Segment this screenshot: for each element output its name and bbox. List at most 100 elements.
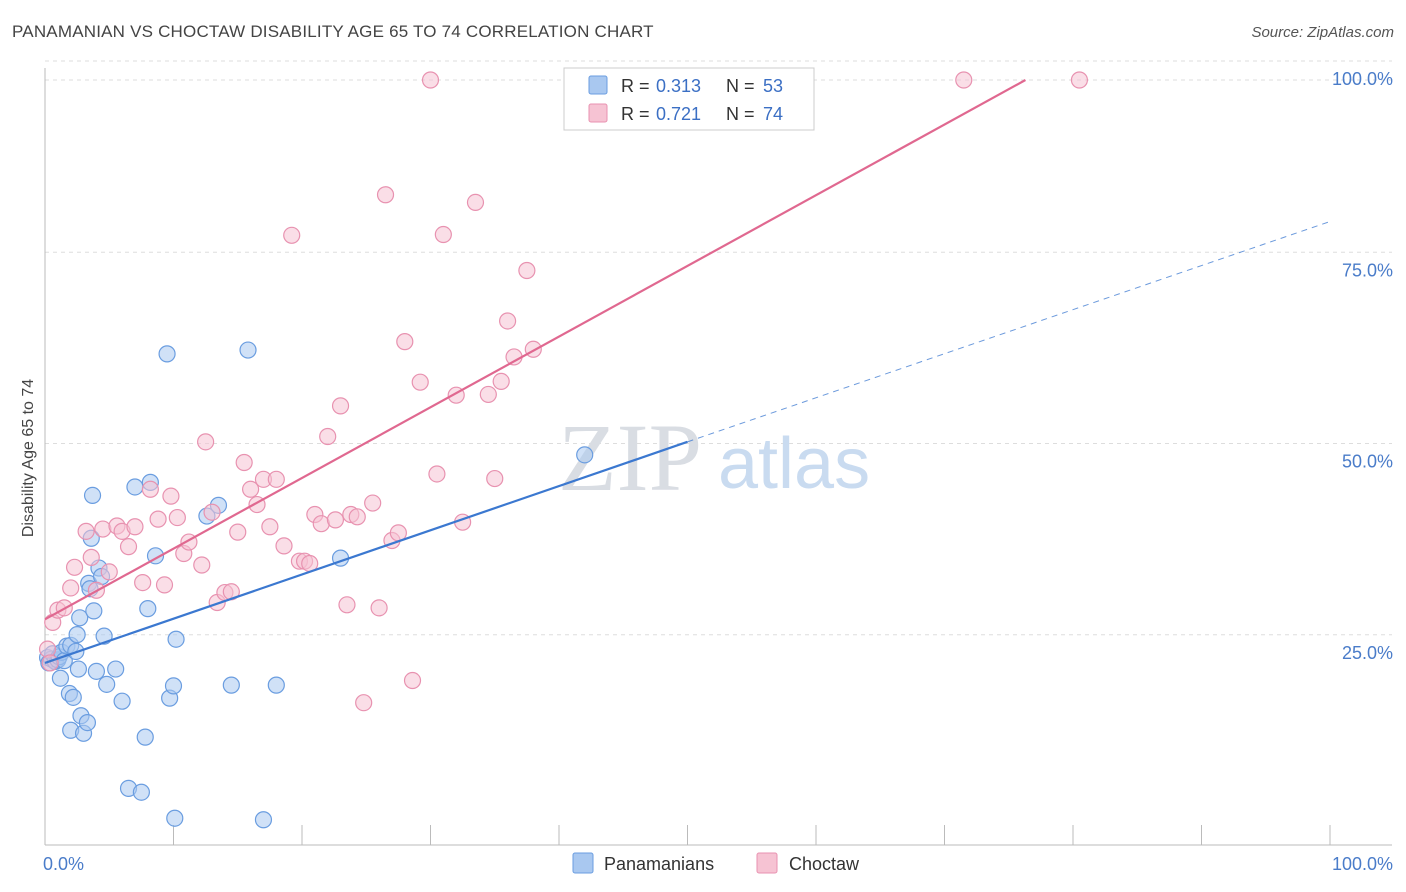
panamanians-point-15 — [68, 626, 86, 644]
y-axis-label: Disability Age 65 to 74 — [20, 379, 37, 537]
legend-box: R = 0.313 N = 53 R = 0.721 N = 74 — [563, 67, 815, 131]
panamanians-point-16 — [69, 660, 88, 678]
panamanians-point-43 — [164, 677, 183, 695]
choctaw-point-73 — [1070, 71, 1089, 89]
legend-swatch-pink — [588, 103, 608, 123]
series-panamanians — [38, 341, 594, 829]
panamanians-point-44 — [166, 809, 184, 827]
panamanians-point-31 — [98, 675, 116, 693]
axes — [44, 68, 1392, 846]
panamanians-point-32 — [107, 660, 125, 678]
legend-swatch-blue — [588, 75, 608, 95]
choctaw-point-60 — [428, 465, 446, 483]
choctaw-point-46 — [331, 397, 350, 415]
x-tick-label-max: 100.0% — [1332, 854, 1393, 874]
series-choctaw — [38, 71, 1089, 712]
legend-r-label-1: R = — [621, 104, 650, 124]
y-tick-label-75: 75.0% — [1342, 260, 1393, 280]
choctaw-point-26 — [203, 503, 221, 521]
choctaw-point-56 — [396, 333, 414, 351]
panamanians-point-13 — [64, 688, 82, 706]
choctaw-point-59 — [421, 71, 440, 89]
legend-n-label-1: N = — [726, 104, 755, 124]
chart-title: PANAMANIAN VS CHOCTAW DISABILITY AGE 65 … — [12, 22, 654, 41]
panamanians-point-53 — [576, 446, 594, 464]
choctaw-point-25 — [197, 433, 215, 451]
y-tick-label-100: 100.0% — [1332, 69, 1393, 89]
choctaw-point-7 — [77, 522, 95, 540]
choctaw-point-44 — [319, 427, 337, 446]
choctaw-point-5 — [62, 579, 80, 597]
panamanians-point-37 — [136, 728, 154, 746]
choctaw-point-1 — [41, 654, 59, 672]
panamanians-point-27 — [87, 662, 106, 680]
choctaw-point-43 — [312, 515, 330, 533]
panamanians-point-33 — [113, 692, 131, 710]
choctaw-point-70 — [518, 261, 536, 280]
choctaw-point-17 — [141, 480, 159, 498]
bottom-legend: Panamanians Choctaw — [572, 852, 860, 874]
panamanians-point-35 — [126, 478, 144, 496]
choctaw-point-37 — [275, 537, 293, 555]
choctaw-point-20 — [162, 487, 180, 505]
panamanians-point-9 — [51, 669, 70, 687]
choctaw-point-14 — [119, 538, 138, 556]
trend-line-panamanians — [44, 440, 688, 664]
choctaw-point-10 — [94, 520, 112, 538]
panamanians-point-17 — [71, 609, 89, 627]
choctaw-point-8 — [82, 548, 100, 566]
choctaw-point-18 — [149, 510, 167, 528]
panamanians-point-45 — [167, 630, 185, 648]
legend-n-label-0: N = — [726, 76, 755, 96]
bottom-legend-swatch-choctaw — [756, 852, 778, 874]
trend-line-choctaw — [44, 79, 1026, 621]
panamanians-point-21 — [78, 713, 97, 732]
bottom-legend-label-choctaw: Choctaw — [789, 854, 860, 874]
tick-labels: 25.0% 50.0% 75.0% 100.0% 0.0% 100.0% — [43, 69, 1393, 874]
choctaw-point-50 — [355, 694, 373, 712]
panamanians-point-36 — [132, 783, 150, 801]
choctaw-point-21 — [168, 508, 186, 527]
y-tick-label-50: 50.0% — [1342, 452, 1393, 472]
panamanians-point-50 — [254, 811, 273, 829]
choctaw-point-52 — [370, 599, 388, 617]
choctaw-point-57 — [403, 671, 422, 690]
choctaw-point-24 — [193, 556, 211, 574]
choctaw-point-6 — [65, 558, 84, 576]
choctaw-point-67 — [492, 372, 510, 391]
choctaw-point-65 — [479, 385, 497, 404]
choctaw-point-51 — [364, 494, 382, 512]
panamanians-point-49 — [239, 341, 257, 359]
choctaw-point-36 — [267, 470, 285, 488]
legend-r-value-1: 0.721 — [656, 104, 701, 124]
choctaw-point-19 — [155, 576, 174, 594]
panamanians-point-51 — [267, 676, 285, 694]
choctaw-point-53 — [376, 186, 395, 204]
choctaw-point-31 — [235, 453, 253, 472]
panamanians-point-38 — [139, 600, 157, 618]
legend-n-value-1: 74 — [763, 104, 783, 124]
choctaw-point-11 — [100, 563, 118, 581]
choctaw-point-61 — [434, 225, 452, 244]
y-tick-label-25: 25.0% — [1342, 643, 1393, 663]
panamanians-point-41 — [158, 345, 176, 363]
choctaw-point-72 — [955, 71, 973, 89]
choctaw-point-16 — [134, 574, 152, 592]
watermark-atlas: atlas — [718, 424, 870, 504]
choctaw-point-49 — [348, 508, 366, 526]
choctaw-point-38 — [283, 226, 301, 244]
choctaw-point-32 — [242, 480, 260, 498]
panamanians-point-26 — [85, 602, 103, 620]
chart-source: Source: ZipAtlas.com — [1251, 24, 1394, 41]
choctaw-point-47 — [338, 596, 356, 614]
legend-r-label-0: R = — [621, 76, 650, 96]
trend-lines — [44, 79, 1331, 664]
choctaw-point-66 — [486, 469, 504, 488]
bottom-legend-label-panamanians: Panamanians — [604, 854, 714, 874]
bottom-legend-swatch-panamanians — [572, 852, 594, 874]
watermark: ZIP atlas — [558, 404, 870, 511]
choctaw-point-15 — [126, 518, 144, 536]
panamanians-point-48 — [222, 676, 240, 694]
legend-r-value-0: 0.313 — [656, 76, 701, 96]
